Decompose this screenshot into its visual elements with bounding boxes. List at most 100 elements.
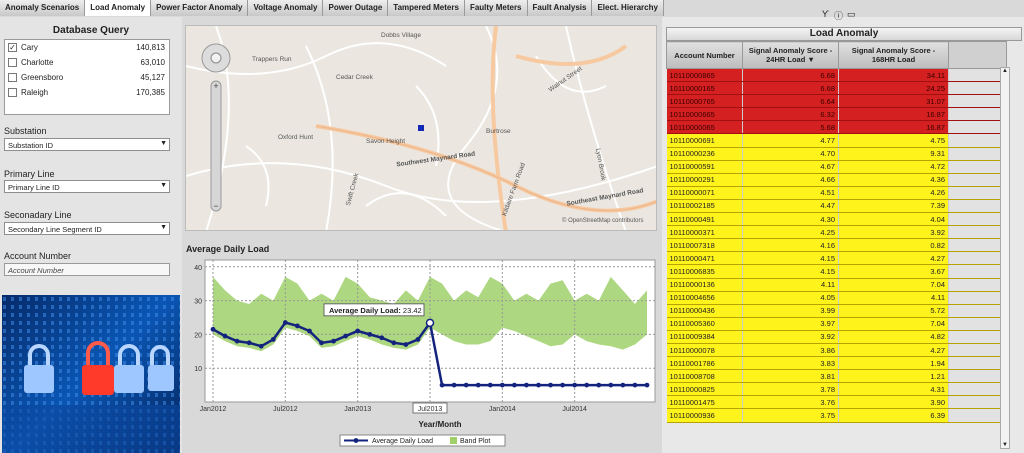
data-point [439, 382, 445, 388]
sort-desc-icon[interactable]: ▼ [807, 55, 815, 64]
tab-power-factor-anomaly[interactable]: Power Factor Anomaly [151, 0, 249, 16]
tab-power-outage[interactable]: Power Outage [323, 0, 389, 16]
checkbox[interactable] [8, 58, 17, 67]
table-row[interactable]: 10110000825 3.78 4.31 [666, 382, 1007, 397]
chevron-down-icon[interactable]: ▼ [160, 140, 167, 147]
data-point [620, 382, 626, 388]
checkbox[interactable] [8, 88, 17, 97]
empty-cell [948, 291, 1007, 305]
empty-cell [948, 251, 1007, 266]
table-row[interactable]: 10110008708 3.81 1.21 [666, 369, 1007, 384]
table-row[interactable]: 10110006835 4.15 3.67 [666, 264, 1007, 279]
table-row[interactable]: 10110000078 3.86 4.27 [666, 343, 1007, 358]
table-row[interactable]: 10110000136 4.11 7.04 [666, 278, 1007, 292]
account-cell: 10110001786 [666, 356, 743, 371]
list-item[interactable]: Greensboro 45,127 [5, 70, 169, 85]
score-24hr-cell: 4.47 [742, 199, 839, 214]
scroll-up-icon[interactable]: ▲ [1002, 68, 1008, 74]
account-number-input[interactable]: Account Number [4, 263, 170, 276]
account-cell: 10110000865 [666, 68, 743, 83]
left-panel: Database Query ✓ Cary 140,813 Charlotte … [0, 17, 182, 453]
column-header-account[interactable]: Account Number [666, 41, 743, 69]
table-row[interactable]: 10110000371 4.25 3.92 [666, 225, 1007, 240]
checkbox[interactable]: ✓ [8, 43, 17, 52]
table-row[interactable]: 10110001786 3.83 1.94 [666, 356, 1007, 371]
list-item[interactable]: Charlotte 63,010 [5, 55, 169, 70]
score-168hr-cell: 24.25 [838, 81, 949, 96]
table-row[interactable]: 10110000691 4.77 4.75 [666, 133, 1007, 148]
tab-elect-hierarchy[interactable]: Elect. Hierarchy [592, 0, 664, 16]
street-map[interactable]: + − [186, 26, 657, 231]
score-168hr-cell: 4.72 [838, 160, 949, 174]
score-168hr-cell: 1.21 [838, 369, 949, 384]
table-row[interactable]: 10110007318 4.16 0.82 [666, 238, 1007, 253]
table-row[interactable]: 10110000065 5.68 16.87 [666, 120, 1007, 135]
table-row[interactable]: 10110000165 6.68 24.25 [666, 81, 1007, 96]
checkbox[interactable] [8, 73, 17, 82]
data-point [403, 342, 409, 347]
tab-fault-analysis[interactable]: Fault Analysis [527, 0, 593, 16]
table-row[interactable]: 10110000665 6.32 16.87 [666, 107, 1007, 122]
tab-voltage-anomaly[interactable]: Voltage Anomaly [248, 0, 324, 16]
empty-cell [948, 120, 1007, 135]
table-row[interactable]: 10110000491 4.30 4.04 [666, 212, 1007, 227]
window-icon[interactable]: ▭ [847, 9, 856, 19]
score-24hr-cell: 4.05 [742, 291, 839, 305]
score-24hr-cell: 3.76 [742, 395, 839, 410]
secondary-line-value: Secondary Line Segment ID [8, 225, 102, 234]
account-cell: 10110000371 [666, 225, 743, 240]
data-point [524, 382, 529, 388]
table-row[interactable]: 10110000071 4.51 4.26 [666, 186, 1007, 200]
tab-tampered-meters[interactable]: Tampered Meters [388, 0, 465, 16]
table-row[interactable]: 10110000436 3.99 5.72 [666, 304, 1007, 318]
table-row[interactable]: 10110000765 6.64 31.07 [666, 94, 1007, 109]
primary-line-select[interactable]: Primary Line ID ▼ [4, 180, 170, 193]
list-item[interactable]: Raleigh 170,385 [5, 85, 169, 100]
empty-cell [948, 133, 1007, 148]
map-view[interactable]: + − Trappers Run Oxford Hunt Savon Heigh… [185, 25, 657, 231]
table-row[interactable]: 10110000591 4.67 4.72 [666, 160, 1007, 174]
scroll-down-icon[interactable]: ▼ [1002, 442, 1008, 448]
chevron-down-icon[interactable]: ▼ [160, 182, 167, 189]
table-row[interactable]: 10110005360 3.97 7.04 [666, 317, 1007, 331]
account-cell: 10110000436 [666, 304, 743, 318]
substation-select[interactable]: Substation ID ▼ [4, 138, 170, 151]
table-row[interactable]: 10110000291 4.66 4.36 [666, 173, 1007, 187]
table-row[interactable]: 10110001475 3.76 3.90 [666, 395, 1007, 410]
tab-anomaly-scenarios[interactable]: Anomaly Scenarios [0, 0, 86, 16]
table-row[interactable]: 10110000865 6.68 34.11 [666, 68, 1007, 83]
column-header-score-168hr[interactable]: Signal Anomaly Score - 168HR Load [838, 41, 949, 69]
chevron-down-icon[interactable]: ▼ [160, 224, 167, 231]
x-tick-label: Jul2013 [418, 406, 443, 413]
score-24hr-cell: 4.25 [742, 225, 839, 240]
map-attribution[interactable]: © OpenStreetMap contributors [562, 218, 644, 224]
x-tick-label: Jan2013 [344, 406, 371, 413]
data-point [632, 382, 638, 388]
list-item[interactable]: ✓ Cary 140,813 [5, 40, 169, 55]
x-tick-label: Jan2012 [200, 406, 227, 413]
score-24hr-cell: 5.68 [742, 120, 839, 135]
svg-text:+: + [213, 81, 218, 91]
tab-faulty-meters[interactable]: Faulty Meters [464, 0, 528, 16]
database-list: ✓ Cary 140,813 Charlotte 63,010 Greensbo… [4, 39, 170, 115]
filter-icon[interactable]: Ƴ [822, 9, 829, 19]
info-icon[interactable]: ⓘ [834, 11, 844, 21]
table-row[interactable]: 10110000236 4.70 9.31 [666, 147, 1007, 161]
table-row[interactable]: 10110000471 4.15 4.27 [666, 251, 1007, 266]
table-row[interactable]: 10110002185 4.47 7.39 [666, 199, 1007, 214]
load-anomaly-title: Load Anomaly [666, 27, 1022, 41]
empty-cell [948, 330, 1007, 344]
table-row[interactable]: 10110009384 3.92 4.82 [666, 330, 1007, 344]
table-row[interactable]: 10110004656 4.05 4.11 [666, 291, 1007, 305]
table-row[interactable]: 10110000936 3.75 6.39 [666, 408, 1007, 423]
tab-load-anomaly[interactable]: Load Anomaly [85, 0, 152, 16]
table-scrollbar[interactable]: ▲ ▼ [1000, 67, 1010, 449]
data-point [343, 333, 349, 339]
empty-cell [948, 173, 1007, 187]
secondary-line-label: Seconadary Line [4, 210, 72, 220]
column-header-score-24hr[interactable]: Signal Anomaly Score - 24HR Load ▼ [742, 41, 839, 69]
db-count: 170,385 [136, 88, 165, 97]
x-tick-label: Jul2012 [273, 406, 298, 413]
data-point [331, 338, 336, 344]
secondary-line-select[interactable]: Secondary Line Segment ID ▼ [4, 222, 170, 235]
